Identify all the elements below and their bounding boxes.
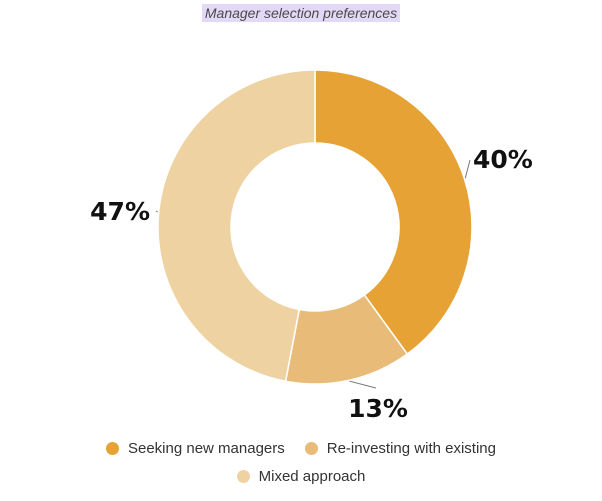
legend-label-mixed-approach: Mixed approach (258, 467, 366, 485)
chart-title-wrap: Manager selection preferences (0, 4, 602, 23)
chart-legend: Seeking new managers Re-investing with e… (0, 436, 602, 492)
legend-swatch-re-investing-with-existing (304, 441, 318, 455)
legend-item-re-investing-with-existing: Re-investing with existing (304, 439, 496, 457)
donut-slice-seeking-new-managers (314, 69, 473, 356)
data-label-re-investing-with-existing: 13% (348, 394, 408, 423)
donut-slice-mixed-approach (157, 69, 316, 383)
data-label-mixed-approach: 47% (90, 197, 150, 226)
leader-line-mixed-approach (155, 210, 158, 213)
legend-item-mixed-approach: Mixed approach (236, 467, 366, 485)
data-label-seeking-new-managers: 40% (473, 145, 533, 174)
leader-line-re-investing-with-existing (349, 380, 377, 389)
legend-row-2: Mixed approach (0, 464, 602, 488)
legend-label-re-investing-with-existing: Re-investing with existing (326, 439, 496, 457)
donut-chart: 40% 13% 47% (90, 69, 533, 423)
chart-title: Manager selection preferences (201, 4, 401, 22)
legend-label-seeking-new-managers: Seeking new managers (127, 439, 285, 457)
legend-swatch-seeking-new-managers (105, 441, 119, 455)
legend-swatch-mixed-approach (236, 469, 250, 483)
legend-item-seeking-new-managers: Seeking new managers (105, 439, 285, 457)
legend-row-1: Seeking new managers Re-investing with e… (0, 436, 602, 460)
leader-line-seeking-new-managers (464, 159, 471, 179)
